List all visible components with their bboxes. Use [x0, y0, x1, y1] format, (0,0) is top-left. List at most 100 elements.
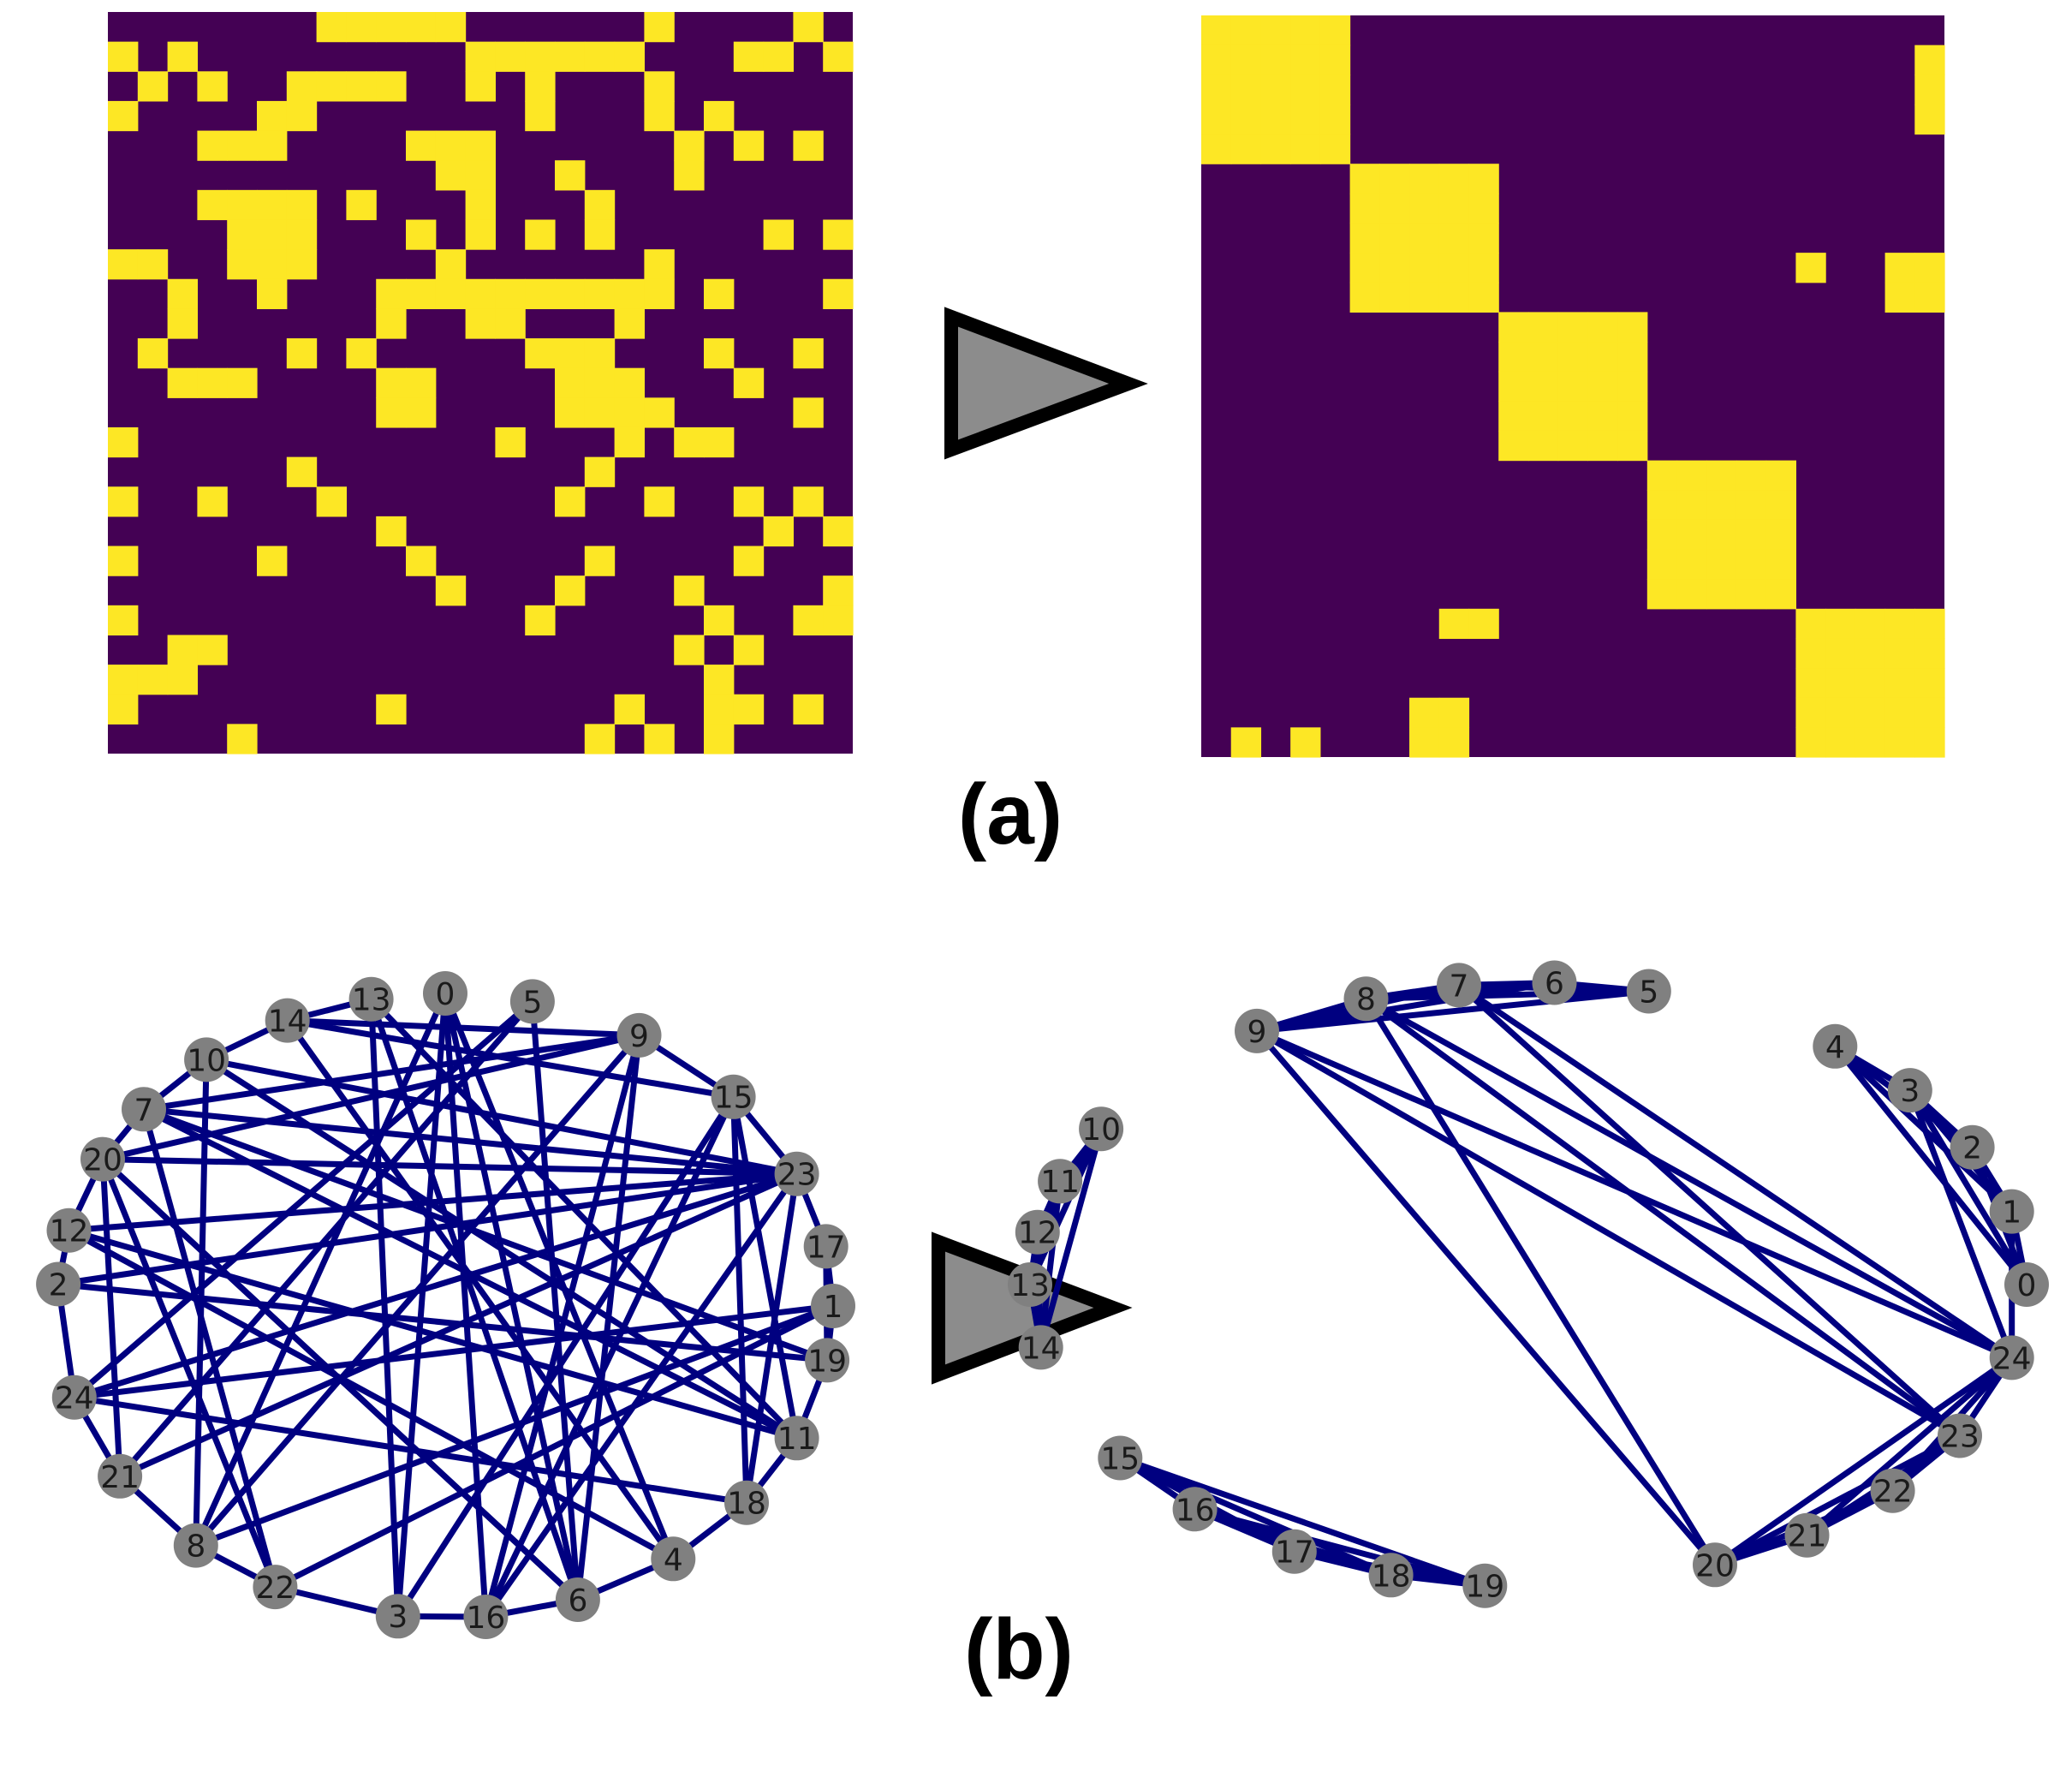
matrix-after-cell-2-1 [1230, 75, 1262, 105]
graph-after-node-circle [1038, 1159, 1083, 1204]
graph-before-node-label: 1 [824, 1290, 843, 1325]
matrix-after-cell-7-8 [1438, 223, 1470, 253]
matrix-after-cell-11-10 [1498, 342, 1529, 373]
matrix-after-cell-5-7 [1409, 164, 1440, 194]
graph-after-node-13: 13 [1008, 1262, 1052, 1307]
matrix-after-cell-6-9 [1468, 193, 1499, 224]
graph-before-node-label: 17 [807, 1230, 846, 1265]
matrix-before-cell-14-0 [108, 426, 139, 458]
matrix-after-cell-6-5 [1349, 193, 1380, 224]
graph-before-node-circle [184, 1037, 229, 1082]
matrix-before-cell-9-20 [704, 278, 735, 309]
matrix-after-cell-3-2 [1260, 104, 1291, 135]
matrix-before-cell-8-4 [227, 249, 258, 280]
graph-before-edge-0-3 [395, 990, 449, 1619]
matrix-after-cell-0-3 [1290, 15, 1321, 46]
matrix-after-cell-20-20 [1795, 608, 1826, 640]
matrix-before-cell-23-20 [704, 694, 735, 725]
graph-after-edge-15-18 [1116, 1455, 1395, 1578]
matrix-before-cell-9-13 [495, 278, 526, 309]
matrix-before-cell-17-9 [376, 516, 407, 547]
matrix-after-cell-24-20 [1795, 727, 1826, 758]
matrix-after-cell-5-5 [1349, 164, 1380, 194]
matrix-after-cell-12-12 [1557, 371, 1588, 402]
graph-before-edge-8-10 [193, 1056, 210, 1549]
matrix-after-cell-21-21 [1825, 638, 1856, 669]
matrix-after-cell-2-3 [1290, 75, 1321, 105]
matrix-after-cell-1-24 [1914, 45, 1945, 75]
matrix-before-cell-9-12 [465, 278, 496, 309]
matrix-after-cell-11-14 [1617, 342, 1648, 373]
graph-before-node-circle [805, 1338, 850, 1383]
matrix-before-cell-4-12 [465, 130, 496, 161]
graph-after-edge-7-24 [1456, 981, 2015, 1361]
matrix-after-cell-14-12 [1557, 430, 1588, 462]
matrix-before-cell-13-18 [644, 397, 675, 428]
graph-after-node-circle [1462, 1563, 1508, 1608]
graph-before-node-label: 8 [186, 1530, 205, 1565]
graph-before-node-circle [463, 1595, 509, 1639]
adjacency-matrix-before [108, 12, 854, 754]
graph-before-node-label: 6 [568, 1583, 587, 1619]
matrix-before-cell-11-8 [346, 338, 377, 369]
matrix-after-cell-14-14 [1617, 430, 1648, 462]
matrix-before-cell-3-5 [257, 100, 288, 132]
graph-before-node-label: 3 [388, 1600, 408, 1635]
matrix-after-cell-16-15 [1646, 490, 1678, 521]
matrix-before-cell-0-23 [793, 12, 824, 43]
graph-before-node-circle [265, 998, 310, 1043]
graph-before-node-label: 7 [134, 1093, 154, 1128]
matrix-after-cell-20-9 [1468, 608, 1499, 640]
matrix-before-cell-1-22 [763, 41, 794, 72]
matrix-before-cell-10-12 [465, 308, 496, 339]
graph-before-edge-9-16 [482, 1032, 642, 1620]
graph-after-node-label: 15 [1100, 1441, 1140, 1476]
graph-after-node-21: 21 [1784, 1512, 1830, 1558]
matrix-after-cell-24-23 [1884, 727, 1915, 758]
graph-before-node-label: 2 [49, 1268, 68, 1303]
graph-before-node-circle [51, 1374, 97, 1420]
matrix-after-cell-20-24 [1914, 608, 1945, 640]
matrix-after-cell-11-11 [1527, 342, 1559, 373]
graph-after-node-5: 5 [1626, 969, 1671, 1014]
graph-before-node-16: 16 [463, 1595, 509, 1639]
graph-after-node-label: 4 [1825, 1030, 1845, 1065]
matrix-after-cell-22-20 [1795, 668, 1826, 699]
graph-after-node-17: 17 [1271, 1529, 1317, 1574]
graph-after-node-label: 2 [1962, 1131, 1982, 1166]
matrix-before-cell-23-21 [733, 694, 765, 725]
matrix-before-cell-12-2 [167, 367, 198, 398]
graph-before-node-circle [80, 1136, 125, 1182]
graph-after-node-circle [1950, 1124, 1995, 1170]
matrix-after-cell-8-5 [1349, 253, 1380, 283]
arrow-right-icon-a [944, 307, 1148, 460]
matrix-before-cell-20-20 [704, 605, 735, 636]
graph-after-node-circle [1172, 1487, 1218, 1532]
graph-before-edge-13-6 [368, 996, 581, 1603]
matrix-before-cell-20-23 [793, 605, 824, 636]
graph-after-node-circle [1235, 1008, 1279, 1053]
matrix-before-cell-20-0 [108, 605, 139, 636]
graph-before-node-2: 2 [36, 1261, 81, 1307]
matrix-before-cell-6-3 [197, 189, 228, 221]
graph-before-node-circle [36, 1261, 81, 1307]
graph-before-edge-14-9 [284, 1017, 642, 1039]
matrix-after-cell-0-0 [1201, 15, 1232, 46]
graph-after-node-label: 10 [1081, 1112, 1121, 1148]
graph-after-node-label: 17 [1275, 1535, 1314, 1571]
matrix-before-cell-0-7 [316, 12, 347, 43]
matrix-before-cell-19-11 [435, 575, 467, 606]
graph-before-node-1: 1 [811, 1284, 855, 1328]
matrix-before-cell-6-6 [286, 189, 318, 221]
matrix-after-cell-19-15 [1646, 579, 1678, 610]
graph-before-edge-6-9 [575, 1032, 642, 1603]
graph-after-node-circle [1532, 960, 1577, 1005]
graph-before-node-23: 23 [774, 1151, 819, 1196]
graph-after-node-15: 15 [1098, 1435, 1143, 1481]
graph-after-edge-16-19 [1192, 1506, 1488, 1589]
graph-before-node-circle [724, 1480, 769, 1525]
matrix-before-cell-11-14 [525, 338, 556, 369]
graph-after-node-circle [1271, 1529, 1317, 1574]
graph-after-node-label: 9 [1247, 1015, 1267, 1050]
